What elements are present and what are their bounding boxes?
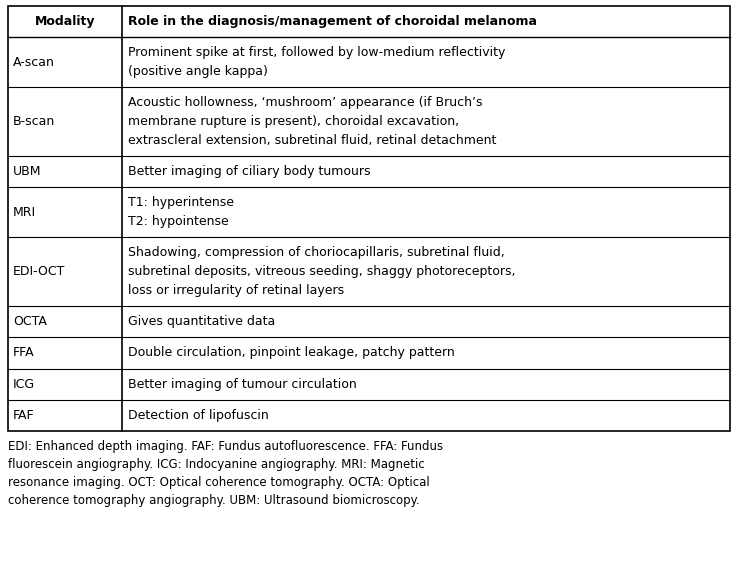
Text: UBM: UBM (13, 165, 42, 178)
Text: Role in the diagnosis/management of choroidal melanoma: Role in the diagnosis/management of chor… (128, 15, 537, 28)
Text: Gives quantitative data: Gives quantitative data (128, 315, 276, 328)
Text: FAF: FAF (13, 409, 34, 422)
Bar (8, 6, 730, 431)
Text: OCTA: OCTA (13, 315, 47, 328)
Text: fluorescein angiography. ICG: Indocyanine angiography. MRI: Magnetic: fluorescein angiography. ICG: Indocyanin… (8, 458, 425, 471)
Text: Better imaging of ciliary body tumours: Better imaging of ciliary body tumours (128, 165, 371, 178)
Text: coherence tomography angiography. UBM: Ultrasound biomicroscopy.: coherence tomography angiography. UBM: U… (8, 494, 420, 507)
Text: T2: hypointense: T2: hypointense (128, 215, 229, 228)
Text: T1: hyperintense: T1: hyperintense (128, 196, 234, 210)
Text: ICG: ICG (13, 378, 35, 391)
Text: membrane rupture is present), choroidal excavation,: membrane rupture is present), choroidal … (128, 115, 459, 128)
Text: Better imaging of tumour circulation: Better imaging of tumour circulation (128, 378, 357, 391)
Text: MRI: MRI (13, 206, 36, 219)
Text: extrascleral extension, subretinal fluid, retinal detachment: extrascleral extension, subretinal fluid… (128, 134, 497, 147)
Text: subretinal deposits, vitreous seeding, shaggy photoreceptors,: subretinal deposits, vitreous seeding, s… (128, 265, 515, 278)
Text: resonance imaging. OCT: Optical coherence tomography. OCTA: Optical: resonance imaging. OCT: Optical coherenc… (8, 476, 430, 489)
Text: EDI: Enhanced depth imaging. FAF: Fundus autofluorescence. FFA: Fundus: EDI: Enhanced depth imaging. FAF: Fundus… (8, 439, 443, 453)
Text: Double circulation, pinpoint leakage, patchy pattern: Double circulation, pinpoint leakage, pa… (128, 346, 455, 360)
Text: A-scan: A-scan (13, 56, 55, 69)
Text: Acoustic hollowness, ‘mushroom’ appearance (if Bruch’s: Acoustic hollowness, ‘mushroom’ appearan… (128, 96, 483, 109)
Text: EDI-OCT: EDI-OCT (13, 265, 66, 278)
Text: (positive angle kappa): (positive angle kappa) (128, 65, 268, 78)
Text: loss or irregularity of retinal layers: loss or irregularity of retinal layers (128, 284, 344, 297)
Text: Detection of lipofuscin: Detection of lipofuscin (128, 409, 269, 422)
Text: FFA: FFA (13, 346, 34, 360)
Text: Modality: Modality (35, 15, 96, 28)
Text: B-scan: B-scan (13, 115, 55, 128)
Text: Prominent spike at first, followed by low-medium reflectivity: Prominent spike at first, followed by lo… (128, 46, 506, 60)
Text: Shadowing, compression of choriocapillaris, subretinal fluid,: Shadowing, compression of choriocapillar… (128, 247, 505, 259)
